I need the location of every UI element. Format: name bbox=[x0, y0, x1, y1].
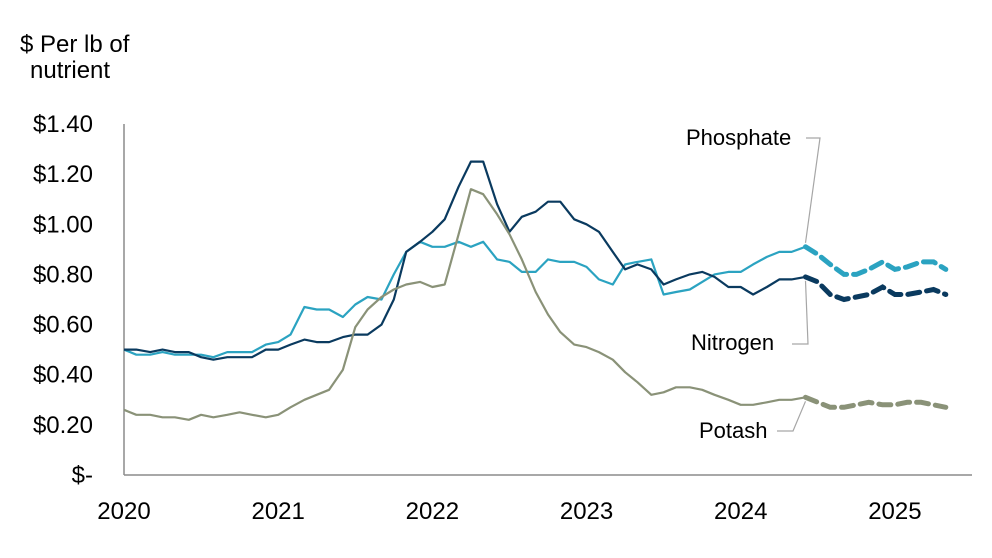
series-line-nitrogen bbox=[124, 160, 806, 361]
series-line-phosphate bbox=[123, 240, 806, 359]
y-tick-label: $1.00 bbox=[33, 211, 93, 238]
y-tick-label: $1.20 bbox=[33, 161, 93, 188]
series-nitrogen bbox=[124, 160, 949, 361]
series-forecast-nitrogen bbox=[803, 274, 949, 303]
series-potash bbox=[123, 188, 949, 421]
y-unit-label-line-2: nutrient bbox=[30, 57, 110, 84]
y-tick-label: $0.20 bbox=[33, 412, 93, 439]
x-tick-label: 2020 bbox=[97, 498, 150, 525]
x-tick-label: 2022 bbox=[406, 498, 459, 525]
y-tick-label: $- bbox=[72, 462, 93, 489]
series-phosphate bbox=[123, 240, 949, 359]
series-labels: Phosphate Nitrogen Potash bbox=[686, 125, 821, 443]
y-tick-label: $1.40 bbox=[33, 111, 93, 138]
series-lines bbox=[123, 160, 949, 421]
series-forecast-potash bbox=[803, 394, 949, 410]
y-unit-label-line-1: $ Per lb of bbox=[20, 31, 130, 58]
y-axis-ticks: $- $0.20 $0.40 $0.60 $0.80 $1.00 $1.20 $1.40 bbox=[33, 111, 93, 489]
y-tick-label: $0.80 bbox=[33, 261, 93, 288]
series-line-potash bbox=[123, 188, 806, 421]
y-tick-label: $0.60 bbox=[33, 312, 93, 339]
series-label-phosphate: Phosphate bbox=[686, 125, 791, 150]
series-label-potash: Potash bbox=[699, 418, 768, 443]
series-leader-line-nitrogen bbox=[792, 280, 809, 345]
y-tick-label: $0.40 bbox=[33, 362, 93, 389]
series-leader-line-phosphate bbox=[804, 137, 821, 243]
x-tick-label: 2021 bbox=[251, 498, 304, 525]
x-tick-label: 2023 bbox=[560, 498, 613, 525]
x-axis-ticks: 2020 2021 2022 2023 2024 2025 bbox=[97, 498, 921, 525]
series-label-nitrogen: Nitrogen bbox=[691, 330, 774, 355]
y-unit-label: $ Per lb of nutrient bbox=[20, 31, 130, 84]
series-leader-line-potash bbox=[777, 401, 807, 432]
series-forecast-phosphate bbox=[803, 244, 949, 277]
x-tick-label: 2025 bbox=[868, 498, 921, 525]
x-tick-label: 2024 bbox=[714, 498, 767, 525]
axes bbox=[123, 124, 972, 476]
